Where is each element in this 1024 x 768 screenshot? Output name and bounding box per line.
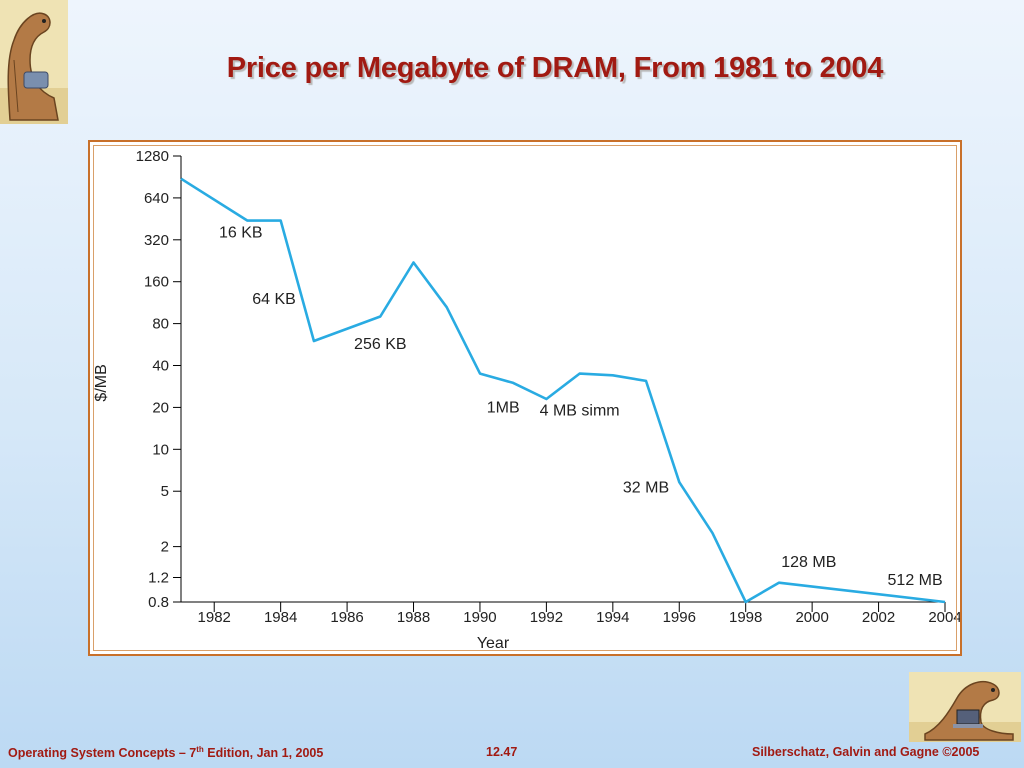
y-tick-label: 80	[152, 316, 169, 333]
x-tick-label: 1982	[198, 609, 231, 626]
footer-course-title: Operating System Concepts – 7th Edition,…	[8, 745, 324, 761]
y-tick-label: 320	[144, 232, 169, 249]
y-tick-label: 20	[152, 399, 169, 416]
x-tick-label: 1996	[663, 609, 696, 626]
footer-copyright: Silberschatz, Galvin and Gagne ©2005	[752, 745, 980, 759]
dram-price-line-chart: 1280 640 320 160 80 40 20 10 5 2 1.2 0.8 1982 1984 198…	[93, 148, 960, 652]
slide-title: Price per Megabyte of DRAM, From 1981 to…	[226, 52, 884, 84]
dinosaur-logo-top-left	[0, 0, 68, 124]
y-tick-label: 5	[161, 483, 169, 500]
series-line-0	[180, 177, 946, 604]
x-tick-label: 1990	[463, 609, 496, 626]
x-tick-label: 2004	[928, 609, 960, 626]
x-tick-label: 1994	[596, 609, 629, 626]
y-tick-label: 40	[152, 358, 169, 375]
y-tick-label: 0.8	[148, 594, 169, 611]
capacity-annotation: 128 MB	[781, 554, 836, 571]
y-tick-label: 2	[161, 539, 169, 556]
y-axis-label: $/MB	[93, 364, 110, 401]
capacity-annotation: 32 MB	[623, 480, 669, 497]
x-tick-label: 2000	[795, 609, 828, 626]
capacity-annotation: 16 KB	[219, 225, 263, 242]
x-tick-label: 2002	[862, 609, 895, 626]
footer-slide-number: 12.47	[486, 745, 518, 759]
capacity-annotation: 4 MB simm	[540, 403, 620, 420]
y-tick-label: 1280	[136, 148, 169, 165]
x-tick-label: 1992	[530, 609, 563, 626]
dinosaur-laptop-logo	[909, 672, 1021, 742]
chart-frame: 1280 640 320 160 80 40 20 10 5 2 1.2 0.8 1982 1984 198…	[88, 140, 962, 656]
x-axis-label: Year	[477, 635, 510, 652]
x-tick-label: 1984	[264, 609, 297, 626]
x-tick-label: 1986	[330, 609, 363, 626]
y-tick-label: 640	[144, 190, 169, 207]
y-tick-label: 160	[144, 274, 169, 291]
capacity-annotation: 256 KB	[354, 336, 406, 353]
y-tick-label: 1.2	[148, 569, 169, 586]
x-tick-label: 1998	[729, 609, 762, 626]
capacity-annotation: 64 KB	[252, 291, 296, 308]
x-tick-label: 1988	[397, 609, 430, 626]
y-tick-label: 10	[152, 441, 169, 458]
capacity-annotation: 512 MB	[888, 572, 943, 589]
capacity-annotation: 1MB	[487, 399, 520, 416]
